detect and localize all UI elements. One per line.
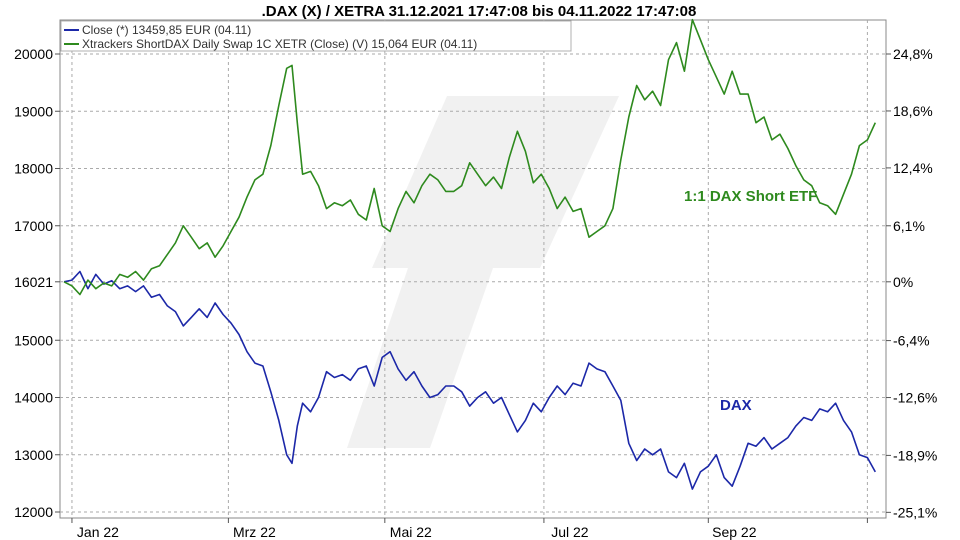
left-tick-label: 18000 xyxy=(14,161,53,177)
legend-entry-short-etf: Xtrackers ShortDAX Daily Swap 1C XETR (C… xyxy=(82,37,477,51)
annotation-dax: DAX xyxy=(720,397,752,414)
x-tick-label: Sep 22 xyxy=(712,524,757,540)
right-tick-label: 6,1% xyxy=(893,218,925,234)
right-tick-label: -18,9% xyxy=(893,447,937,463)
right-tick-label: 12,4% xyxy=(893,160,933,176)
right-tick-label: 18,6% xyxy=(893,103,933,119)
chart-title: .DAX (X) / XETRA 31.12.2021 17:47:08 bis… xyxy=(262,3,697,20)
legend: Close (*) 13459,85 EUR (04.11) Xtrackers… xyxy=(60,20,572,52)
left-tick-label: 17000 xyxy=(14,218,53,234)
x-tick-label: Mai 22 xyxy=(390,524,432,540)
series-line-dax xyxy=(63,270,877,490)
left-tick-label: 15000 xyxy=(14,332,53,348)
left-tick-label: 16021 xyxy=(14,274,53,290)
watermark-logo xyxy=(347,96,619,448)
legend-box xyxy=(60,20,572,52)
right-axis: -25,1% -18,9% -12,6% -6,4% 0% 6,1% 12,4% 18,6% 2… xyxy=(886,46,937,520)
left-tick-label: 14000 xyxy=(14,390,53,406)
right-tick-label: 24,8% xyxy=(893,46,933,62)
left-axis: 12000 13000 14000 15000 16021 17000 18000 19000… xyxy=(14,46,60,520)
annotation-short-etf: 1:1 DAX Short ETF xyxy=(684,188,817,205)
right-tick-label: -6,4% xyxy=(893,333,930,349)
left-tick-label: 13000 xyxy=(14,447,53,463)
left-tick-label: 19000 xyxy=(14,103,53,119)
right-tick-label: -25,1% xyxy=(893,504,937,520)
left-tick-label: 12000 xyxy=(14,504,53,520)
series-line-short-etf xyxy=(63,18,877,296)
x-tick-label: Jul 22 xyxy=(551,524,589,540)
right-tick-label: -12,6% xyxy=(893,390,937,406)
right-tick-label: 0% xyxy=(893,274,913,290)
x-tick-label: Mrz 22 xyxy=(233,524,276,540)
x-tick-label: Jan 22 xyxy=(77,524,119,540)
left-tick-label: 20000 xyxy=(14,46,53,62)
grid-lines xyxy=(60,20,886,518)
legend-entry-dax: Close (*) 13459,85 EUR (04.11) xyxy=(82,23,251,37)
x-axis: Jan 22 Mrz 22 Mai 22 Jul 22 Sep 22 xyxy=(71,518,868,540)
